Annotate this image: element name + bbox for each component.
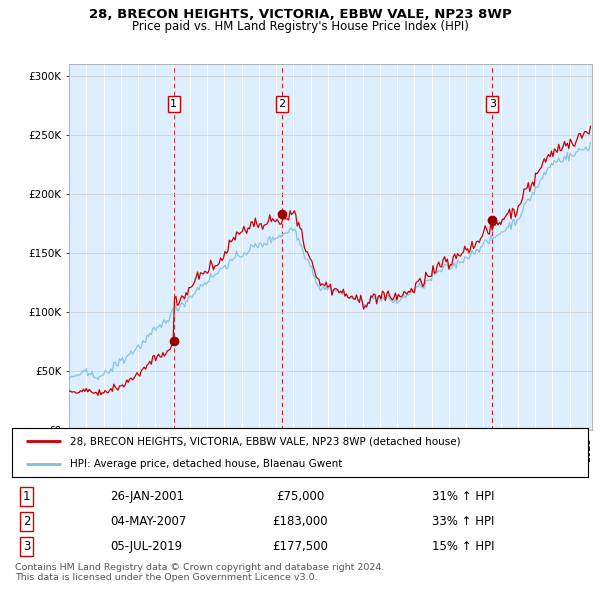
Text: Price paid vs. HM Land Registry's House Price Index (HPI): Price paid vs. HM Land Registry's House … — [131, 20, 469, 33]
Text: 28, BRECON HEIGHTS, VICTORIA, EBBW VALE, NP23 8WP (detached house): 28, BRECON HEIGHTS, VICTORIA, EBBW VALE,… — [70, 437, 460, 447]
Text: 3: 3 — [23, 540, 30, 553]
Text: 1: 1 — [23, 490, 30, 503]
Text: This data is licensed under the Open Government Licence v3.0.: This data is licensed under the Open Gov… — [15, 573, 317, 582]
Text: 33% ↑ HPI: 33% ↑ HPI — [433, 515, 495, 528]
Text: 15% ↑ HPI: 15% ↑ HPI — [433, 540, 495, 553]
Text: 31% ↑ HPI: 31% ↑ HPI — [433, 490, 495, 503]
Text: 04-MAY-2007: 04-MAY-2007 — [110, 515, 186, 528]
Text: HPI: Average price, detached house, Blaenau Gwent: HPI: Average price, detached house, Blae… — [70, 458, 342, 468]
Text: 05-JUL-2019: 05-JUL-2019 — [110, 540, 182, 553]
Text: 28, BRECON HEIGHTS, VICTORIA, EBBW VALE, NP23 8WP: 28, BRECON HEIGHTS, VICTORIA, EBBW VALE,… — [89, 8, 511, 21]
Text: £177,500: £177,500 — [272, 540, 328, 553]
Text: 2: 2 — [278, 99, 286, 109]
Text: £183,000: £183,000 — [272, 515, 328, 528]
Text: Contains HM Land Registry data © Crown copyright and database right 2024.: Contains HM Land Registry data © Crown c… — [15, 563, 385, 572]
Text: 1: 1 — [170, 99, 178, 109]
Text: 2: 2 — [23, 515, 30, 528]
Text: 3: 3 — [489, 99, 496, 109]
Text: £75,000: £75,000 — [276, 490, 324, 503]
Text: 26-JAN-2001: 26-JAN-2001 — [110, 490, 184, 503]
